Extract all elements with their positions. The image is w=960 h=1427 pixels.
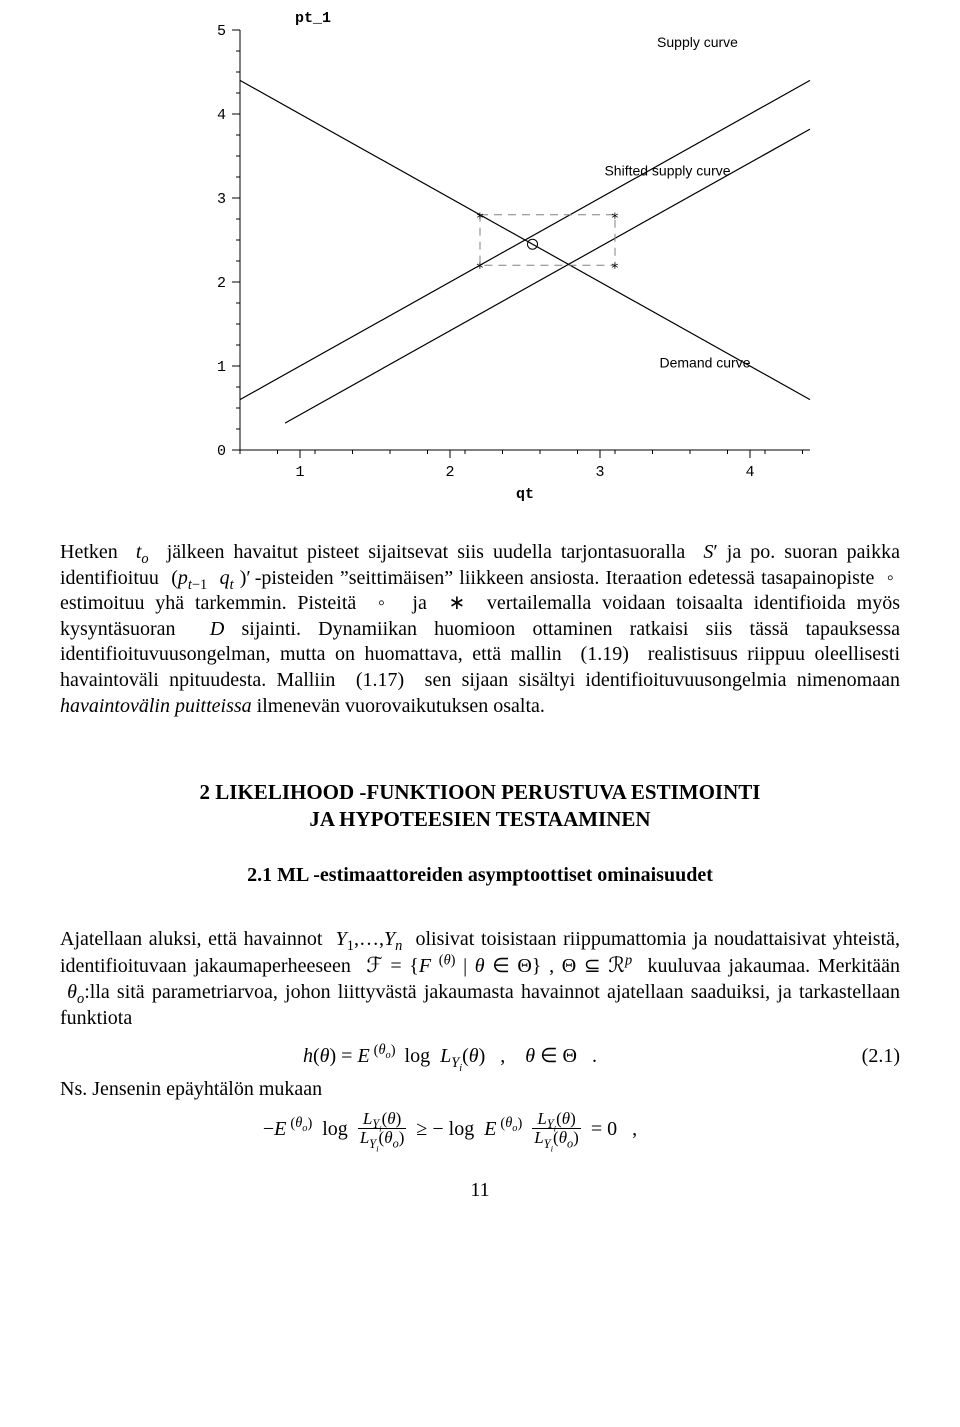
para1-text: Hetken to jälkeen havaitut pisteet sijai… [60,541,900,717]
svg-text:qt: qt [516,486,534,503]
page-number: 11 [60,1179,900,1202]
section-title-line1: 2 LIKELIHOOD -FUNKTIOON PERUSTUVA ESTIMO… [200,780,761,804]
svg-text:Supply curve: Supply curve [657,34,738,50]
eq-jensen-body: −E (θo) log LYi(θ) LYi(θo) ≥ − log E (θo… [60,1111,840,1150]
svg-text:Shifted supply curve: Shifted supply curve [604,162,730,178]
chart-svg: 0 1 2 3 4 5 1 2 3 4 pt_1qt Supply curve Shifted supp… [130,0,830,520]
svg-text:∗: ∗ [476,208,484,224]
svg-text:∗: ∗ [611,208,619,224]
eq-2-1-body: h(θ) = E (θo) log LYi(θ) , θ ∈ Θ . [60,1043,840,1069]
supply-demand-chart: 0 1 2 3 4 5 1 2 3 4 pt_1qt Supply curve Shifted supp… [130,0,830,520]
svg-text:∗: ∗ [611,258,619,274]
svg-text:2: 2 [445,464,454,481]
svg-text:3: 3 [217,191,226,208]
paragraph-2: Ajatellaan aluksi, että havainnot Y1,…,Y… [60,927,900,1031]
para1-italic: havaintovälin puitteissa [60,695,252,717]
section-2-title: 2 LIKELIHOOD -FUNKTIOON PERUSTUVA ESTIMO… [60,779,900,834]
svg-text:0: 0 [217,443,226,460]
svg-text:4: 4 [217,107,226,124]
equation-jensen: −E (θo) log LYi(θ) LYi(θo) ≥ − log E (θo… [60,1111,900,1150]
svg-text:∗: ∗ [476,258,484,274]
subsection-2-1-title: 2.1 ML -estimaattoreiden asymptoottiset … [60,864,900,887]
paragraph-1: Hetken to jälkeen havaitut pisteet sijai… [60,540,900,719]
svg-text:1: 1 [295,464,304,481]
svg-text:3: 3 [595,464,604,481]
equation-2-1: h(θ) = E (θo) log LYi(θ) , θ ∈ Θ . (2.1) [60,1043,900,1069]
svg-text:Demand curve: Demand curve [659,355,750,371]
page: 0 1 2 3 4 5 1 2 3 4 pt_1qt Supply curve Shifted supp… [0,0,960,1242]
jensen-line: Ns. Jensenin epäyhtälön mukaan [60,1077,900,1103]
para1-tail: ilmenevän vuorovaikutuksen osalta. [252,695,545,717]
svg-text:5: 5 [217,23,226,40]
svg-text:4: 4 [745,464,754,481]
section-title-line2: JA HYPOTEESIEN TESTAAMINEN [309,807,650,831]
eq-2-1-number: (2.1) [840,1045,900,1068]
svg-text:2: 2 [217,275,226,292]
svg-text:pt_1: pt_1 [295,10,331,27]
svg-text:1: 1 [217,359,226,376]
